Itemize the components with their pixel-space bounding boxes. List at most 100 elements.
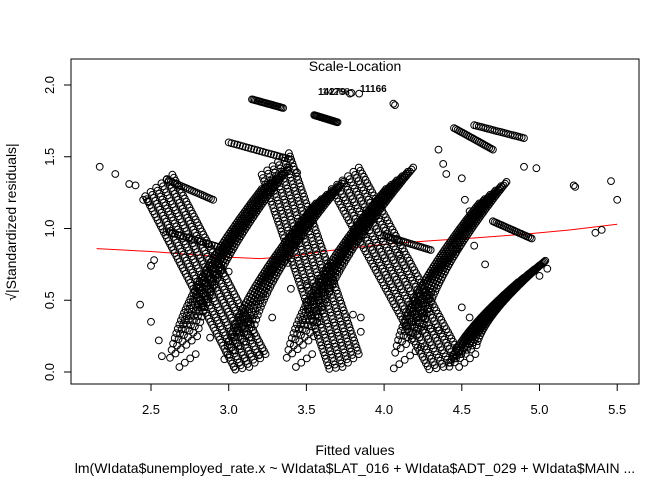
residual-point-1406 (300, 192, 309, 201)
residual-point-1036 (255, 306, 264, 315)
residual-point-2530 (479, 207, 488, 216)
residual-point-1577 (297, 331, 305, 339)
residual-point-3159 (520, 162, 528, 171)
residual-point-123 (180, 331, 188, 339)
residual-point-1446 (346, 326, 355, 335)
residual-point-1418 (314, 233, 323, 241)
residual-point-1090 (339, 178, 348, 186)
residual-point-3122 (139, 195, 148, 204)
residual-point-2546 (502, 178, 511, 186)
residual-point-972 (245, 324, 254, 333)
residual-point-246 (192, 317, 201, 325)
residual-point-67 (182, 312, 191, 321)
residual-point-848 (231, 346, 240, 355)
residual-point-3154 (465, 313, 474, 322)
residual-point-2547 (445, 362, 454, 371)
residual-point-1034 (252, 315, 261, 324)
residual-point-3002 (489, 145, 497, 154)
residual-point-3129 (150, 256, 159, 265)
residual-point-2427 (414, 324, 423, 333)
residual-point-1437 (336, 296, 345, 305)
residual-point-1392 (349, 354, 358, 363)
residual-point-1438 (337, 299, 346, 308)
residual-point-2492 (425, 301, 434, 310)
residual-point-1413 (308, 216, 317, 225)
residual-point-789 (229, 337, 237, 346)
residual-point-1331 (344, 358, 352, 367)
residual-point-2306 (405, 327, 413, 336)
residual-point-3158 (434, 326, 443, 335)
residual-point-1435 (334, 289, 342, 298)
residual-point-1696 (302, 354, 311, 363)
residual-point-975 (250, 311, 258, 320)
residual-point-1641 (307, 311, 316, 320)
residual-points (95, 89, 622, 374)
residual-point-1454 (282, 353, 291, 362)
residual-point-1033 (250, 320, 259, 329)
residual-point-3136 (283, 259, 292, 267)
residual-point-1580 (302, 316, 310, 325)
residual-point-850 (234, 333, 243, 342)
residual-point-792 (233, 324, 242, 332)
residual-point-3165 (571, 183, 580, 191)
residual-point-2518 (462, 232, 471, 241)
residual-point-1514 (288, 349, 297, 358)
residual-point-604 (250, 358, 259, 367)
x-tick-label-1: 3.0 (220, 402, 238, 417)
residual-point-727 (220, 355, 229, 364)
residual-point-3170 (395, 250, 404, 259)
residual-point-969 (240, 354, 249, 363)
residual-point-3173 (356, 327, 365, 336)
residual-point-1450 (351, 340, 360, 348)
residual-point-242 (186, 354, 195, 363)
residual-point-791 (232, 328, 241, 337)
residual-point-1397 (289, 162, 298, 171)
residual-point-1408 (302, 199, 311, 208)
residual-point-909 (236, 342, 245, 351)
residual-point-2851 (472, 341, 481, 350)
residual-point-1697 (304, 336, 313, 345)
residual-point-2545 (501, 179, 510, 188)
residual-point-2790 (467, 345, 476, 354)
residual-point-1461 (294, 316, 303, 325)
residual-point-2494 (428, 294, 437, 303)
residual-point-3155 (414, 303, 423, 312)
residual-point-1414 (309, 219, 318, 228)
residual-point-3137 (287, 284, 295, 293)
residual-point-732 (228, 328, 237, 337)
y-axis: 0.0 0.5 1.0 1.5 2.0 (42, 76, 72, 381)
residual-point-2303 (400, 355, 409, 364)
residual-point-915 (246, 311, 255, 320)
residual-point-2366 (409, 328, 417, 337)
residual-point-729 (223, 342, 232, 351)
residual-point-2369 (413, 314, 422, 322)
residual-point-1424 (321, 253, 329, 261)
residual-point-2728 (460, 358, 469, 367)
residual-point-120 (175, 363, 184, 371)
x-tick-label-0: 2.5 (142, 402, 160, 417)
residual-point-1578 (298, 325, 307, 334)
x-tick-label-5: 5.0 (530, 402, 548, 417)
residual-point-2667 (455, 363, 464, 371)
residual-point-847 (229, 363, 238, 371)
residual-point-2668 (456, 354, 465, 363)
residual-point-1453 (354, 350, 363, 359)
residual-point-1405 (299, 189, 307, 198)
residual-point-2856 (478, 326, 487, 335)
residual-point-2933 (287, 155, 295, 164)
residual-point-3123 (144, 197, 152, 206)
residual-point-1766 (323, 291, 332, 300)
residual-point-2245 (399, 331, 408, 340)
outlier-labels: 14279 14268 11166 (318, 84, 387, 98)
residual-point-306 (196, 318, 205, 327)
x-tick-label-3: 4.0 (375, 402, 393, 417)
residual-point-1419 (315, 236, 324, 245)
residual-point-3147 (457, 174, 466, 183)
residual-point-853 (239, 319, 248, 328)
y-tick-label-3: 1.5 (42, 148, 57, 166)
residual-point-3157 (426, 325, 435, 333)
residual-point-1520 (298, 316, 307, 325)
residual-point-188 (191, 307, 200, 316)
outlier-label-1: 14279 (318, 87, 346, 98)
residual-point-1031 (247, 333, 256, 342)
